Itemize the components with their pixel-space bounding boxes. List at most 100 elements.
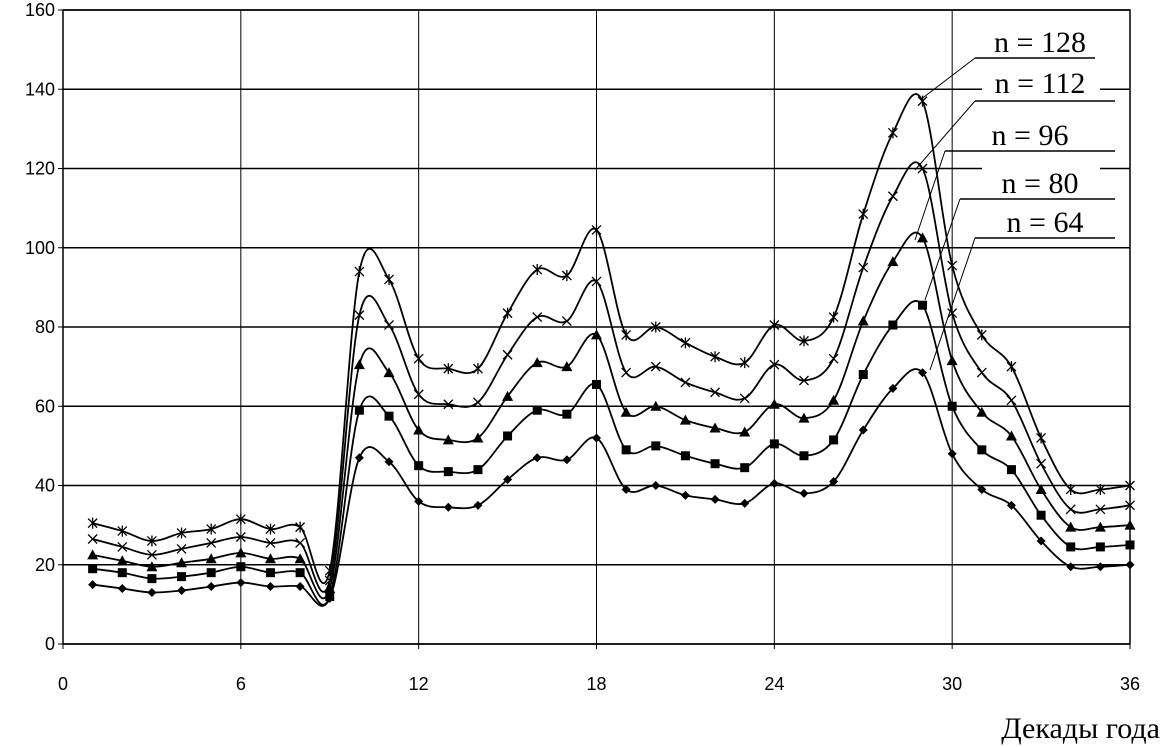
marker [532, 312, 543, 323]
marker [917, 95, 928, 107]
marker [769, 479, 779, 489]
marker [977, 484, 987, 494]
legend-bg [982, 26, 1100, 56]
marker [414, 496, 424, 506]
marker [147, 587, 157, 597]
marker [1065, 521, 1077, 532]
y-tick-label: 60 [35, 396, 55, 416]
marker [858, 262, 869, 273]
marker [799, 451, 809, 461]
marker [1095, 562, 1105, 572]
marker [592, 433, 601, 443]
x-tick-label: 6 [236, 674, 246, 694]
marker [472, 363, 483, 375]
marker [117, 568, 127, 578]
marker [206, 582, 216, 592]
marker [858, 370, 868, 380]
legend-leader [924, 198, 961, 301]
y-tick-label: 80 [35, 317, 55, 337]
marker [235, 547, 247, 558]
marker [1036, 536, 1046, 546]
legend-leader [929, 237, 976, 371]
marker [976, 367, 987, 378]
marker [680, 451, 690, 461]
marker [146, 549, 157, 560]
marker [740, 463, 750, 473]
marker [650, 321, 661, 333]
marker [829, 477, 839, 487]
legend-label: n = 64 [1007, 206, 1084, 239]
marker [442, 434, 454, 445]
marker [739, 393, 750, 404]
marker [1006, 361, 1017, 373]
marker [354, 310, 365, 321]
marker [87, 549, 99, 560]
marker [562, 409, 572, 419]
marker [503, 431, 513, 441]
marker [353, 359, 365, 370]
marker [473, 500, 483, 510]
marker [117, 584, 127, 594]
y-tick-label: 0 [45, 634, 55, 654]
marker [413, 389, 424, 400]
marker [710, 494, 720, 504]
marker [858, 208, 869, 220]
marker [709, 422, 721, 433]
marker [680, 377, 691, 388]
marker [828, 311, 839, 323]
marker [977, 445, 987, 455]
y-tick-label: 160 [25, 0, 55, 20]
marker [502, 390, 514, 401]
marker [294, 553, 306, 564]
plot-frame [62, 9, 1131, 645]
marker [710, 387, 721, 398]
marker [413, 424, 425, 435]
marker [532, 264, 543, 276]
marker [383, 367, 395, 378]
series-line [92, 231, 1131, 600]
marker [206, 537, 217, 548]
marker [621, 367, 632, 378]
marker [384, 457, 394, 467]
marker [1125, 480, 1135, 491]
marker [206, 523, 217, 535]
marker [503, 475, 513, 485]
marker [384, 320, 394, 330]
marker [384, 411, 394, 421]
marker [473, 465, 483, 475]
marker [87, 517, 98, 529]
marker [1006, 465, 1016, 475]
marker [443, 502, 453, 512]
marker [443, 399, 454, 410]
marker [146, 535, 157, 547]
marker [531, 357, 543, 368]
marker [650, 361, 661, 372]
marker [976, 406, 988, 417]
marker [1094, 521, 1106, 532]
marker [443, 467, 453, 477]
marker [651, 481, 661, 490]
marker [502, 349, 513, 360]
marker [1065, 504, 1076, 515]
marker [887, 191, 898, 202]
marker [1005, 430, 1017, 441]
marker [768, 398, 780, 409]
marker [177, 572, 187, 582]
marker [739, 426, 751, 437]
marker [887, 256, 899, 267]
marker [740, 498, 750, 508]
marker [116, 555, 128, 566]
marker [354, 266, 365, 278]
marker [562, 455, 572, 465]
legend-bg [982, 67, 1100, 97]
marker [561, 269, 572, 281]
marker [591, 224, 602, 236]
marker [710, 459, 720, 469]
marker [295, 568, 305, 578]
marker [857, 315, 869, 326]
marker [1006, 500, 1016, 510]
y-tick-label: 100 [25, 238, 55, 258]
marker [828, 353, 839, 364]
marker [502, 307, 513, 319]
marker [946, 355, 958, 366]
